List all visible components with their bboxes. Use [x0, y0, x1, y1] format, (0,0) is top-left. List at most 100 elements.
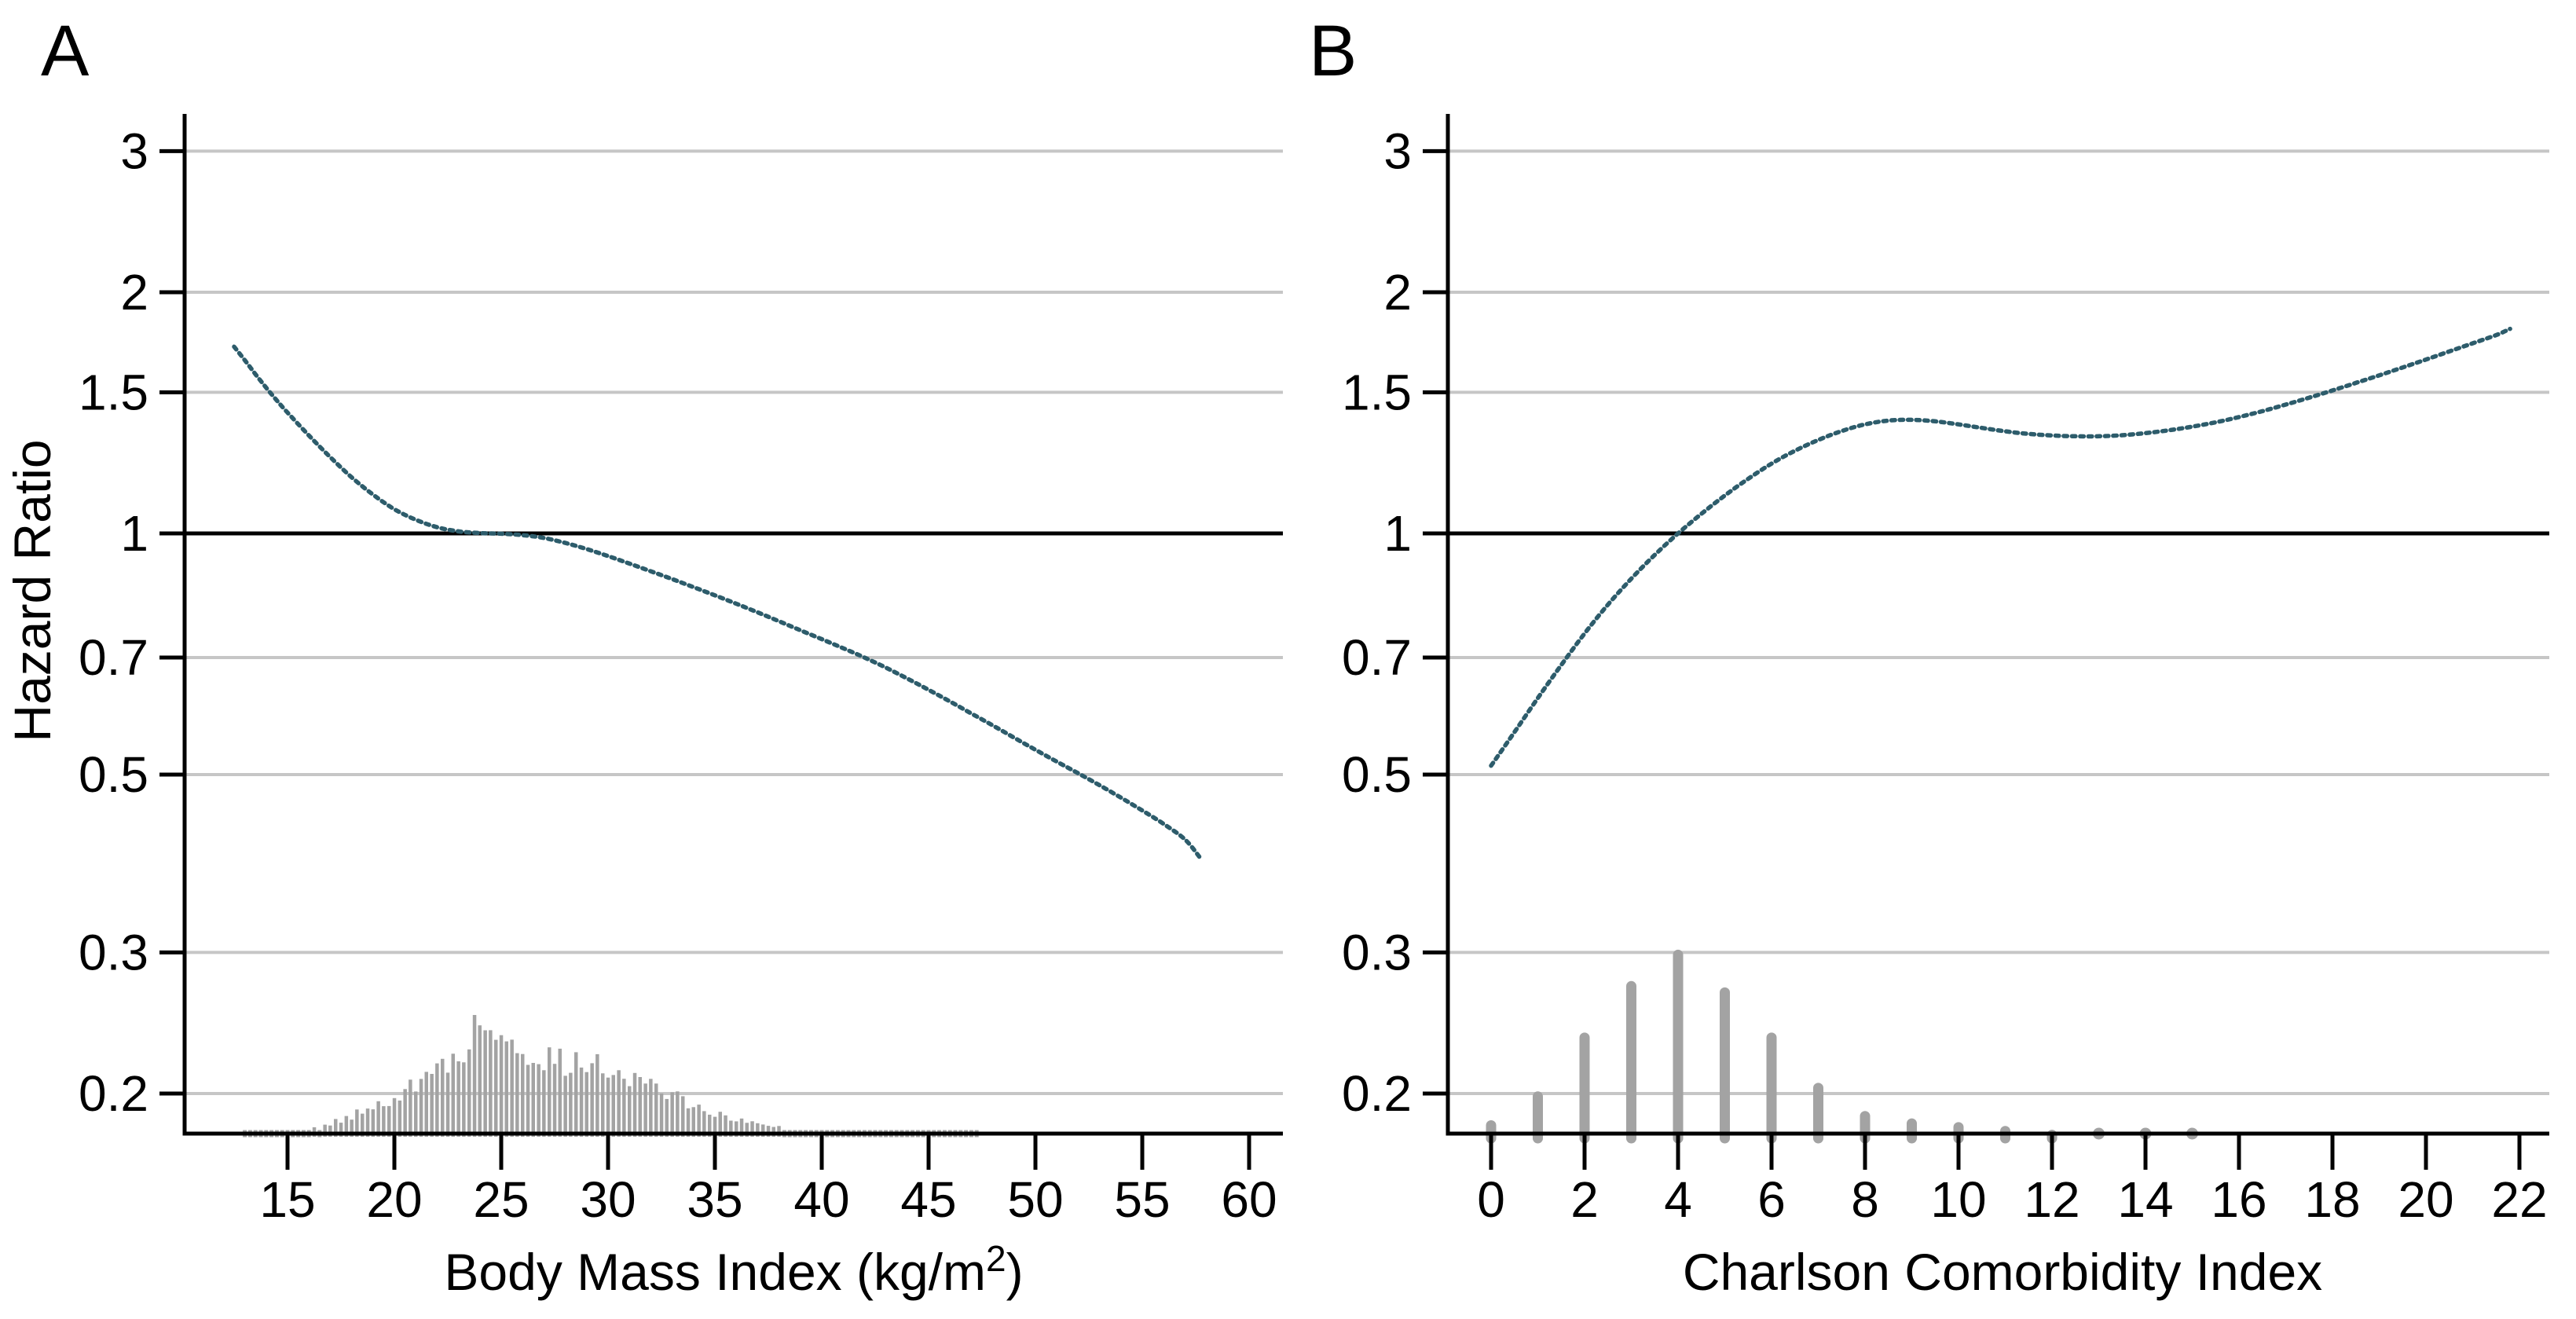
histogram-spike-bar — [665, 1098, 669, 1137]
histogram-spike-bar — [628, 1086, 632, 1137]
histogram-spike-bar — [323, 1124, 327, 1137]
histogram-spike-bar — [403, 1089, 407, 1137]
y-tick-label: 0.5 — [1342, 746, 1412, 803]
y-tick-label: 0.7 — [1342, 629, 1412, 686]
x-tick-label: 4 — [1664, 1171, 1692, 1228]
panel-b-letter: B — [1309, 11, 1357, 91]
histogram-spike-bar — [515, 1053, 519, 1137]
y-tick-label: 1 — [120, 505, 148, 562]
histogram-spike-bar — [686, 1108, 691, 1137]
histogram-spike-bar — [409, 1079, 412, 1137]
y-tick-label: 0.2 — [79, 1065, 148, 1122]
y-tick-label: 1 — [1383, 505, 1412, 562]
x-tick-label: 6 — [1757, 1171, 1786, 1228]
histogram-spike-bar — [590, 1063, 594, 1137]
x-axis-title-a-superscript: 2 — [986, 1238, 1006, 1279]
histogram-spike-bar — [537, 1064, 540, 1137]
histogram-spike-bar — [708, 1114, 712, 1137]
histogram-spike-bar — [558, 1048, 562, 1137]
histogram-spike-bar — [451, 1053, 455, 1137]
histogram-spike-bar — [344, 1116, 349, 1137]
histogram-spike-bar — [713, 1116, 717, 1137]
x-tick-label: 15 — [259, 1171, 315, 1228]
histogram-spike-bar — [676, 1091, 680, 1137]
histogram-spike-bar — [739, 1118, 744, 1137]
histogram-spike-bar — [548, 1047, 551, 1137]
x-tick-label: 35 — [687, 1171, 742, 1228]
histogram-spike-bar — [334, 1119, 338, 1137]
histogram-spike-bar — [382, 1106, 386, 1137]
histogram-spike-bar — [494, 1039, 498, 1137]
histogram-spike-bar — [510, 1039, 514, 1137]
histogram-spike-bar — [670, 1092, 674, 1137]
histogram-spike-bar — [702, 1111, 706, 1137]
histogram-spike-bar — [750, 1121, 754, 1137]
x-axis-title-a-close: ) — [1006, 1243, 1024, 1301]
histogram-spike-bar — [419, 1079, 423, 1137]
histogram-spike-bar — [387, 1105, 391, 1137]
x-tick-label: 25 — [473, 1171, 529, 1228]
histogram-spike-bar — [456, 1061, 460, 1137]
x-axis-title-a: Body Mass Index (kg/m2) — [444, 1238, 1023, 1301]
histogram-spike-bar — [414, 1091, 418, 1137]
histogram-spike-bar — [563, 1075, 567, 1137]
histogram-spike-bar — [542, 1070, 546, 1137]
y-tick-label: 3 — [1383, 123, 1412, 179]
histogram-spike-bar — [718, 1112, 722, 1137]
histogram-spike-bar — [724, 1115, 727, 1137]
histogram-spike-bar — [622, 1079, 626, 1137]
histogram-spike-bar — [552, 1064, 557, 1137]
histogram-spike-bar — [761, 1124, 765, 1137]
histogram-spike-bar — [756, 1123, 760, 1137]
histogram-spike-bar — [729, 1120, 733, 1137]
histogram-spike-bar — [654, 1083, 658, 1137]
x-tick-label: 2 — [1570, 1171, 1599, 1228]
histogram-spike-bar — [504, 1041, 508, 1137]
y-tick-label: 1.5 — [1342, 364, 1412, 420]
histogram-spike-bar — [584, 1072, 588, 1137]
histogram-spike-bar — [601, 1073, 605, 1137]
histogram-spike-bar — [499, 1035, 504, 1137]
x-tick-label: 50 — [1007, 1171, 1063, 1228]
histogram-spike-bar — [435, 1063, 439, 1137]
panel-b: 3 2 1.5 1 0.7 0.5 0.3 0.2 0 2 4 6 8 10 12 14 16 18 20 22 — [1342, 114, 2549, 1228]
y-tick-label: 2 — [1383, 264, 1412, 321]
histogram-spike-bar — [574, 1052, 578, 1137]
y-tick-label: 0.3 — [79, 924, 148, 980]
x-tick-label: 40 — [793, 1171, 849, 1228]
histogram-spike-bar — [339, 1123, 343, 1137]
histogram-spike-bar — [361, 1113, 365, 1137]
histogram-spike-bar — [569, 1072, 573, 1137]
y-tick-label: 2 — [120, 264, 148, 321]
panel-a-letter: A — [41, 11, 90, 91]
histogram-spike-bar — [611, 1075, 615, 1137]
histogram-spike-bar — [371, 1109, 376, 1137]
histogram-spike-bar — [531, 1063, 535, 1137]
histogram-spike-bar — [617, 1070, 621, 1137]
histogram-spike-bar — [649, 1079, 653, 1137]
histogram-spike-bar — [777, 1126, 781, 1137]
x-tick-label: 14 — [2117, 1171, 2173, 1228]
y-tick-label: 3 — [120, 123, 148, 179]
x-tick-label: 10 — [1930, 1171, 1986, 1228]
x-tick-label: 20 — [366, 1171, 422, 1228]
x-tick-label: 30 — [580, 1171, 636, 1228]
histogram-spike-bar — [365, 1108, 370, 1137]
x-tick-label: 22 — [2491, 1171, 2547, 1228]
histogram-spike-bar — [328, 1125, 332, 1137]
histogram-spike-bar — [766, 1126, 771, 1137]
x-tick-label: 8 — [1851, 1171, 1879, 1228]
x-tick-label: 0 — [1477, 1171, 1505, 1228]
histogram-spike-bar — [521, 1053, 525, 1137]
y-tick-label: 1.5 — [79, 364, 148, 420]
x-tick-label: 45 — [900, 1171, 956, 1228]
histogram-spike-bar — [355, 1109, 359, 1137]
hazard-ratio-curve — [1489, 326, 2512, 768]
x-tick-label: 60 — [1221, 1171, 1277, 1228]
histogram-spike-bar — [735, 1121, 738, 1137]
histogram-spike-bar — [392, 1097, 397, 1137]
histogram-spike-bar — [376, 1101, 380, 1137]
y-axis-title: Hazard Ratio — [3, 439, 61, 742]
